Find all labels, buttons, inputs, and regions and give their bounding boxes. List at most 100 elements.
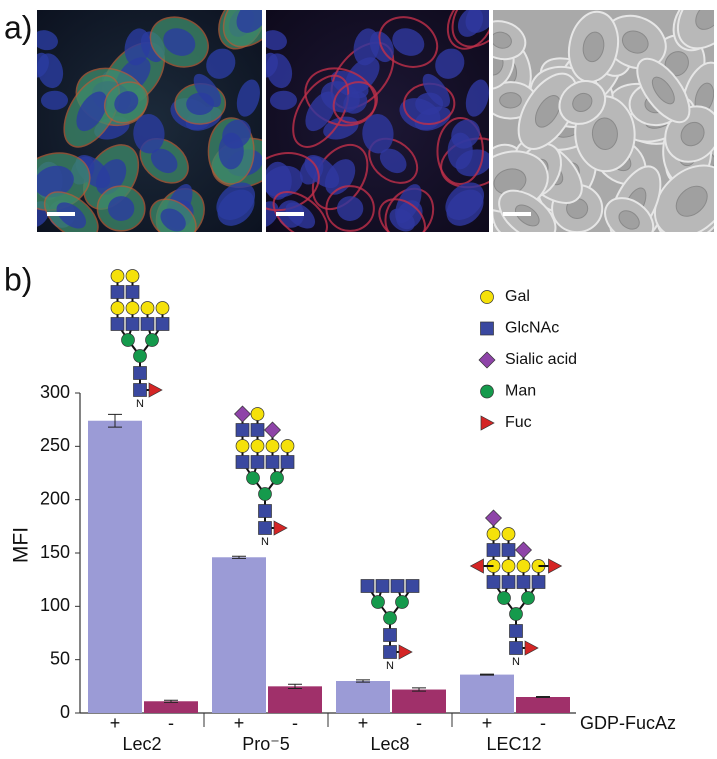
glcnac-symbol [155, 317, 170, 331]
bar [516, 697, 570, 713]
gal-symbol [516, 559, 531, 573]
series-label: - [416, 713, 422, 733]
error-bar [164, 699, 178, 703]
glcnac-symbol [125, 285, 140, 299]
glcnac-symbol [133, 383, 147, 397]
bar [268, 686, 322, 713]
glcnac-symbol [486, 575, 501, 589]
glycan-root-label: N [512, 656, 520, 668]
nucleus [37, 52, 49, 78]
man-symbol [133, 349, 147, 363]
nucleus [266, 52, 278, 78]
x-tick-label: Lec8 [370, 734, 409, 754]
y-tick-label: 150 [40, 542, 70, 562]
cell [446, 10, 489, 50]
nucleus [193, 73, 222, 108]
nucleus [618, 210, 640, 230]
gal-symbol [501, 527, 516, 541]
nucleus [621, 30, 649, 54]
error-bar [536, 695, 550, 699]
gal-symbol [235, 439, 250, 453]
y-tick-label: 50 [50, 648, 70, 668]
nucleus [163, 28, 196, 56]
man-symbol [270, 471, 284, 485]
glcnac-symbol [501, 543, 516, 557]
fuc-symbol [524, 640, 539, 656]
x-tick-label: LEC12 [486, 734, 541, 754]
gal-symbol [480, 290, 494, 304]
sialic-symbol [478, 351, 496, 369]
gal-symbol [110, 301, 125, 315]
gal-symbol [125, 269, 140, 283]
series-label: + [110, 713, 121, 733]
nucleus [336, 196, 364, 221]
glcnac-symbol [133, 366, 147, 380]
x-tick-label: Lec2 [122, 734, 161, 754]
nucleus [572, 92, 593, 112]
man-symbol [497, 591, 511, 605]
glcnac-symbol [516, 575, 531, 589]
cell [451, 10, 489, 48]
series-label: + [234, 713, 245, 733]
glycan-root-label: N [136, 398, 144, 410]
series-label: + [358, 713, 369, 733]
nucleus [266, 201, 279, 228]
bar [212, 557, 266, 713]
man-symbol [145, 333, 159, 347]
nucleus [389, 208, 415, 232]
man-symbol [509, 607, 523, 621]
error-bar [288, 683, 302, 689]
nucleus [222, 119, 251, 149]
nucleus [680, 121, 705, 147]
error-bar [480, 673, 494, 676]
glcnac-symbol [509, 641, 523, 655]
glcnac-symbol [375, 579, 390, 593]
nucleus [353, 28, 380, 66]
nucleus [582, 31, 605, 63]
nucleus [651, 76, 675, 105]
nucleus [534, 95, 561, 128]
series-label: + [482, 713, 493, 733]
glcnac-symbol [390, 579, 405, 593]
nucleus [465, 10, 489, 33]
man-symbol [246, 471, 260, 485]
cell [332, 81, 378, 124]
nucleus [236, 10, 262, 33]
sialic-symbol [485, 509, 502, 527]
glcnac-symbol [280, 455, 295, 469]
sialic-symbol [234, 405, 251, 423]
nucleus [422, 73, 451, 108]
man-symbol [383, 611, 397, 625]
error-bar [356, 679, 370, 683]
glcnac-symbol [360, 579, 375, 593]
glycan-root-label: N [261, 536, 269, 548]
cell [272, 190, 328, 232]
nucleus [305, 91, 337, 132]
glcnac-symbol [235, 423, 250, 437]
nucleus [675, 185, 708, 217]
bar [144, 701, 198, 713]
scale-bar [276, 212, 304, 216]
x-axis-label: GDP-FucAz [580, 713, 676, 733]
nucleus [160, 208, 186, 232]
nucleus [493, 31, 512, 49]
fuc-symbol [273, 520, 288, 536]
man-symbol [121, 333, 135, 347]
fuc-symbol [548, 558, 563, 574]
nucleus [124, 28, 151, 66]
fuc-symbol [398, 644, 413, 660]
legend-label: GlcNAc [505, 320, 559, 337]
glcnac-symbol [250, 455, 265, 469]
gal-symbol [280, 439, 295, 453]
man-symbol [371, 595, 385, 609]
legend-label: Man [505, 383, 536, 400]
cell [378, 198, 426, 232]
nucleus [345, 57, 380, 94]
nucleus [695, 10, 714, 30]
man-symbol [258, 487, 272, 501]
scale-bar [47, 212, 75, 216]
y-tick-label: 100 [40, 595, 70, 615]
bar [88, 420, 142, 713]
nucleus [114, 91, 139, 114]
series-label: - [540, 713, 546, 733]
